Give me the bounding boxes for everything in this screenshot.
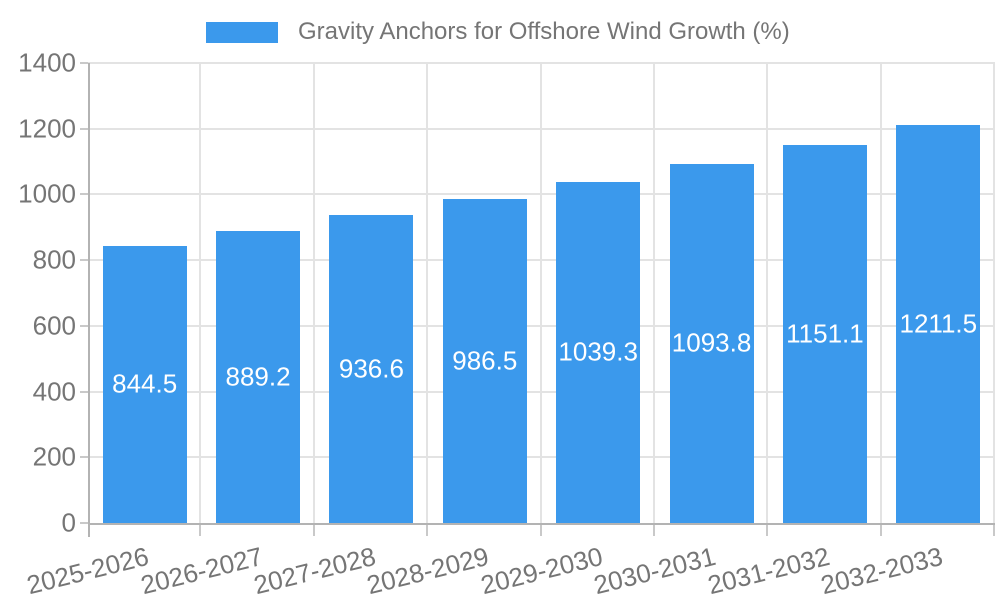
bar-value-label: 844.5 bbox=[112, 368, 178, 399]
y-axis-tick bbox=[80, 259, 88, 262]
x-axis-tick bbox=[539, 523, 542, 536]
bar-value-label: 936.6 bbox=[338, 353, 404, 384]
x-axis-tick bbox=[312, 523, 315, 536]
x-axis-tick bbox=[993, 523, 995, 536]
y-axis-tick bbox=[80, 324, 88, 327]
y-axis-tick bbox=[80, 456, 88, 459]
legend-swatch-icon bbox=[206, 21, 278, 43]
y-gridline bbox=[88, 456, 995, 459]
y-gridline bbox=[88, 259, 995, 262]
x-tick-label: 2028-2029 bbox=[364, 541, 493, 600]
y-axis-tick bbox=[80, 390, 88, 393]
bar: 1151.1 bbox=[782, 144, 867, 523]
y-axis-tick bbox=[80, 193, 88, 196]
x-gridline bbox=[426, 63, 429, 523]
x-axis-line bbox=[88, 523, 995, 525]
x-axis-tick bbox=[766, 523, 769, 536]
x-gridline bbox=[199, 63, 202, 523]
x-tick-label: 2030-2031 bbox=[590, 541, 719, 600]
x-tick-label: 2026-2027 bbox=[137, 541, 266, 600]
bar: 986.5 bbox=[442, 198, 527, 523]
bar: 936.6 bbox=[329, 215, 414, 523]
x-gridline bbox=[539, 63, 542, 523]
y-tick-label: 200 bbox=[32, 441, 76, 472]
plot-area: 0 200 400 600 800 1000 1200 1400 844.5 2025-2026 8… bbox=[18, 48, 995, 600]
y-tick-label: 800 bbox=[32, 244, 76, 275]
bar-value-label: 1211.5 bbox=[899, 308, 978, 339]
x-gridline bbox=[879, 63, 882, 523]
y-axis-tick bbox=[80, 62, 88, 64]
bar: 889.2 bbox=[216, 230, 301, 523]
bar: 1093.8 bbox=[669, 163, 754, 523]
x-axis-tick bbox=[652, 523, 655, 536]
y-axis-line bbox=[88, 63, 90, 537]
chart-legend[interactable]: Gravity Anchors for Offshore Wind Growth… bbox=[206, 20, 790, 44]
y-tick-label: 0 bbox=[61, 507, 76, 538]
bar-value-label: 986.5 bbox=[452, 345, 518, 376]
x-tick-label: 2029-2030 bbox=[477, 541, 606, 600]
bar: 844.5 bbox=[102, 245, 187, 523]
y-tick-label: 1000 bbox=[18, 178, 76, 209]
y-gridline bbox=[88, 62, 995, 64]
bar-value-label: 1039.3 bbox=[558, 336, 638, 367]
y-gridline bbox=[88, 193, 995, 196]
x-tick-label: 2025-2026 bbox=[24, 541, 152, 600]
bar-value-label: 889.2 bbox=[225, 361, 291, 392]
x-gridline bbox=[312, 63, 315, 523]
y-tick-label: 400 bbox=[32, 376, 76, 407]
legend-series-label: Gravity Anchors for Offshore Wind Growth… bbox=[298, 18, 790, 45]
bar: 1039.3 bbox=[556, 181, 641, 523]
y-tick-label: 1200 bbox=[18, 113, 76, 144]
y-gridline bbox=[88, 324, 995, 327]
x-gridline bbox=[766, 63, 769, 523]
x-tick-label: 2031-2032 bbox=[704, 541, 833, 600]
x-gridline bbox=[993, 63, 995, 523]
x-tick-label: 2032-2033 bbox=[817, 541, 946, 600]
y-tick-label: 600 bbox=[32, 310, 76, 341]
x-tick-label: 2027-2028 bbox=[250, 541, 379, 600]
x-gridline bbox=[652, 63, 655, 523]
bar-value-label: 1093.8 bbox=[671, 327, 752, 358]
bar: 1211.5 bbox=[896, 124, 981, 523]
x-axis-tick bbox=[426, 523, 429, 536]
y-axis-tick bbox=[80, 522, 88, 524]
y-gridline bbox=[88, 127, 995, 130]
x-axis-tick bbox=[879, 523, 882, 536]
y-axis-tick bbox=[80, 127, 88, 130]
y-tick-label: 1400 bbox=[18, 47, 76, 78]
y-gridline bbox=[88, 390, 995, 393]
bar-value-label: 1151.1 bbox=[786, 318, 864, 349]
x-axis-tick bbox=[199, 523, 202, 536]
